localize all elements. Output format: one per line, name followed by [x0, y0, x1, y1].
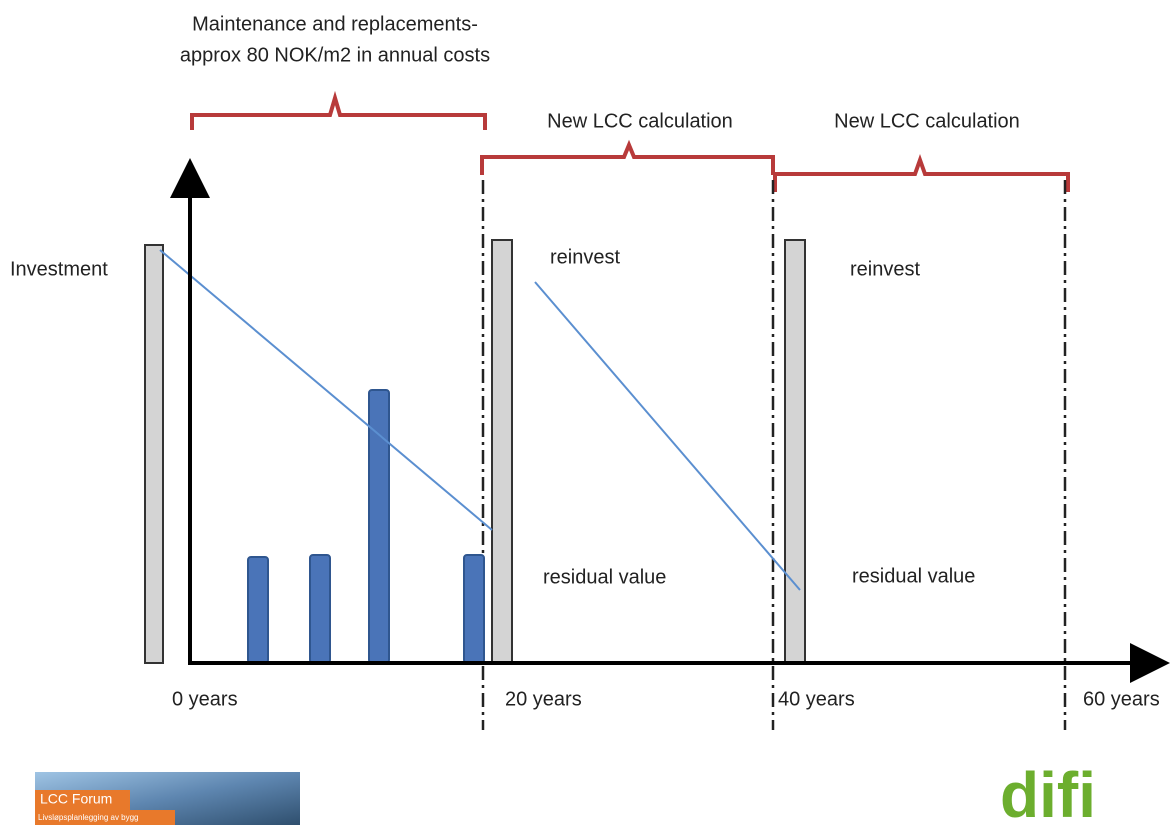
- maintenance-bar: [248, 557, 268, 663]
- reinvest-bar: [492, 240, 512, 663]
- depreciation-line: [160, 250, 492, 530]
- reinvest-bar: [785, 240, 805, 663]
- time-label: 60 years: [1083, 688, 1160, 710]
- logo-subtext: Livsløpsplanlegging av bygg: [38, 813, 139, 822]
- difi-logo: difi: [1000, 759, 1096, 825]
- label: residual value: [852, 565, 975, 587]
- maintenance-bar: [464, 555, 484, 663]
- title-line: Maintenance and replacements-: [192, 13, 478, 35]
- title-line: approx 80 NOK/m2 in annual costs: [180, 44, 490, 66]
- brace: [482, 145, 773, 175]
- label: reinvest: [850, 258, 920, 280]
- label: reinvest: [550, 246, 620, 268]
- maintenance-bar: [369, 390, 389, 663]
- investment-bar: [145, 245, 163, 663]
- diagram: Maintenance and replacements- approx 80 …: [0, 0, 1172, 825]
- brace: [775, 160, 1068, 192]
- label: residual value: [543, 566, 666, 588]
- depreciation-line: [535, 282, 800, 590]
- time-label: 20 years: [505, 688, 582, 710]
- maintenance-bar: [310, 555, 330, 663]
- time-label: 0 years: [172, 688, 238, 710]
- lcc-forum-logo: LCC Forum Livsløpsplanlegging av bygg: [35, 772, 300, 825]
- period-label: New LCC calculation: [834, 110, 1020, 132]
- brace: [192, 98, 485, 130]
- time-label: 40 years: [778, 688, 855, 710]
- period-label: New LCC calculation: [547, 110, 733, 132]
- label: Investment: [10, 258, 108, 280]
- logo-text: LCC Forum: [40, 791, 112, 807]
